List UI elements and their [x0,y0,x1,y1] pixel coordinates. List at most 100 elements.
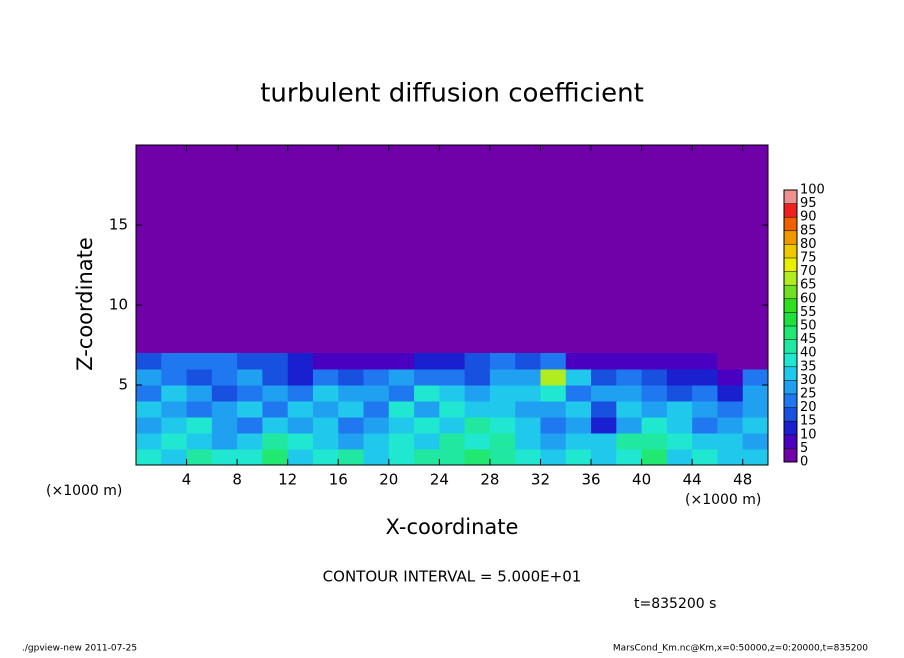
cell [666,401,693,418]
cell [717,401,744,418]
cell [136,417,162,434]
colorbar-label: 15 [800,414,817,429]
annotation: t=835200 s [634,596,716,612]
cell [489,369,516,386]
y-tick-label: 10 [109,296,128,314]
cell [211,401,238,418]
cell [312,417,339,434]
cell [414,401,440,418]
colorbar-segment [784,394,797,408]
cell [489,353,516,370]
y-tick-label: 15 [109,216,128,234]
cell [742,353,769,370]
cell [717,433,744,450]
cell [439,433,466,450]
cell [312,433,339,450]
colorbar-segment [784,244,797,258]
cell [717,353,744,370]
cell [717,369,744,386]
cell [515,401,541,418]
cell [186,449,213,466]
cell [211,353,238,370]
cell [312,385,339,402]
colorbar-segment [784,271,797,286]
footer: MarsCond_Km.nc@Km,x=0:50000,z=0:20000,t=… [613,644,868,654]
x-axis-label: X-coordinate [386,515,519,539]
colorbar-label: 75 [800,251,817,266]
cell [464,401,491,418]
cell [616,401,643,418]
cell [464,449,491,466]
cell [237,417,263,434]
cell [414,385,440,402]
colorbar-segment [784,230,797,245]
colorbar-label: 65 [800,278,817,293]
cell [515,385,541,402]
cell [211,369,238,386]
cell [591,353,617,370]
cell [186,369,213,386]
x-tick-label: 36 [581,471,600,489]
colorbar-label: 5 [800,441,808,456]
cell [287,401,314,418]
x-tick-label: 28 [480,471,499,489]
cell [742,433,769,450]
cell [439,369,466,386]
cell [641,417,668,434]
cell [591,417,617,434]
chart-title: turbulent diffusion coefficient [260,79,644,109]
cell [388,353,415,370]
colorbar-label: 0 [800,455,808,470]
cell [591,401,617,418]
colorbar-segment [784,421,797,435]
colorbar-label: 95 [800,196,817,211]
cell [565,433,592,450]
cell [489,385,516,402]
cell [666,417,693,434]
colorbar-segment [784,298,797,313]
colorbar-label: 55 [800,305,817,320]
cell [186,433,213,450]
x-tick-label: 24 [430,471,449,489]
cell [666,449,693,466]
cell [312,369,339,386]
cell [641,433,668,450]
cell [666,369,693,386]
cell [717,385,744,402]
cell [742,417,769,434]
cell [414,353,440,370]
cell [692,369,718,386]
cell [161,353,188,370]
cell [237,353,263,370]
cell [262,353,289,370]
cell [692,353,718,370]
cell [565,369,592,386]
cell [565,449,592,466]
cell [287,369,314,386]
cell [489,401,516,418]
colorbar-label: 20 [800,400,817,415]
cell [136,401,162,418]
cell [591,385,617,402]
x-tick-label: 8 [232,471,242,489]
cell [161,417,188,434]
cell [515,353,541,370]
cell [414,433,440,450]
x-tick-label: 40 [632,471,651,489]
cell [136,433,162,450]
cell [641,401,668,418]
cell [211,385,238,402]
cell [312,401,339,418]
cell [211,417,238,434]
cell [641,369,668,386]
cell [363,417,390,434]
colorbar-label: 90 [800,210,817,225]
cell [338,353,365,370]
cell [186,417,213,434]
cell [439,401,466,418]
colorbar-segment [784,366,797,381]
colorbar-label: 85 [800,223,817,238]
colorbar-label: 10 [800,427,817,442]
cell [237,385,263,402]
cell [540,369,567,386]
